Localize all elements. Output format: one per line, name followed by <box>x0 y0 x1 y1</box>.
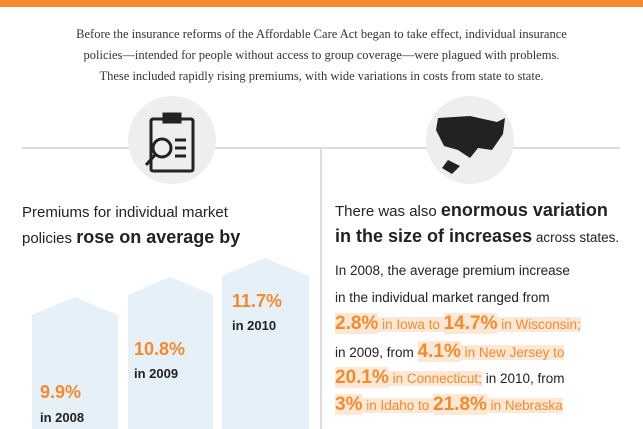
highlight-text: in Wisconsin; <box>497 317 581 332</box>
bar-value: 11.7% <box>232 291 283 311</box>
heading-line: policies rose on average by <box>22 227 240 248</box>
highlight-text: in Iowa to <box>378 317 444 332</box>
highlight-value: 2.8% <box>335 313 379 334</box>
bar-shape <box>128 277 213 429</box>
body-line: 3% in Idaho to 21.8% in Nebraska <box>335 394 563 416</box>
emphasis: enormous variation <box>440 200 608 220</box>
intro-line: These included rapidly rising premiums, … <box>99 69 544 83</box>
body-line: 20.1% in Connecticut; in 2010, from <box>335 367 564 389</box>
body-line: In 2008, the average premium increase <box>335 263 570 278</box>
intro-line: Before the insurance reforms of the Affo… <box>76 27 567 41</box>
body-line: 2.8% in Iowa to 14.7% in Wisconsin; <box>335 313 581 335</box>
text: Premiums for individual market <box>22 204 228 221</box>
bar-label: in 2009 <box>134 366 179 381</box>
highlight-text: in Connecticut; <box>388 371 482 386</box>
body-line: in the individual market ranged from <box>335 290 550 305</box>
intro-line: policies—intended for people without acc… <box>83 48 560 62</box>
text: There was also <box>335 203 441 220</box>
heading-line: There was also enormous variation <box>335 200 608 221</box>
bar-label: in 2010 <box>232 318 277 333</box>
highlight-text: in New Jersey to <box>460 345 565 360</box>
bar-label: in 2008 <box>40 410 85 425</box>
text: across states. <box>532 230 620 245</box>
top-bar <box>0 0 643 7</box>
highlight-value: 3% <box>335 394 363 415</box>
text: policies <box>22 230 77 247</box>
body-line: in 2009, from 4.1% in New Jersey to <box>335 341 565 363</box>
intro: Before the insurance reforms of the Affo… <box>0 24 643 87</box>
heading-line: in the size of increases across states. <box>335 226 619 247</box>
bar-shape <box>32 297 118 429</box>
text: in 2009, from <box>335 345 418 360</box>
usa-icon <box>436 116 505 174</box>
text: in the individual market ranged from <box>335 290 550 305</box>
bar-value: 9.9% <box>40 382 82 402</box>
text: In 2008, the average premium increase <box>335 263 570 278</box>
highlight-value: 4.1% <box>417 341 461 362</box>
highlight-value: 21.8% <box>433 394 487 415</box>
bar-value: 10.8% <box>134 339 186 359</box>
text: in 2010, from <box>481 371 565 386</box>
clipboard-icon <box>144 112 195 173</box>
emphasis: in the size of increases <box>335 226 533 246</box>
highlight-text: in Idaho to <box>362 398 434 413</box>
bar-shape <box>222 258 309 429</box>
highlight-value: 20.1% <box>335 367 389 388</box>
heading-line: Premiums for individual market <box>22 204 228 221</box>
highlight-value: 14.7% <box>443 313 498 334</box>
emphasis: rose on average by <box>76 227 241 247</box>
highlight-text: in Nebraska <box>486 398 563 413</box>
